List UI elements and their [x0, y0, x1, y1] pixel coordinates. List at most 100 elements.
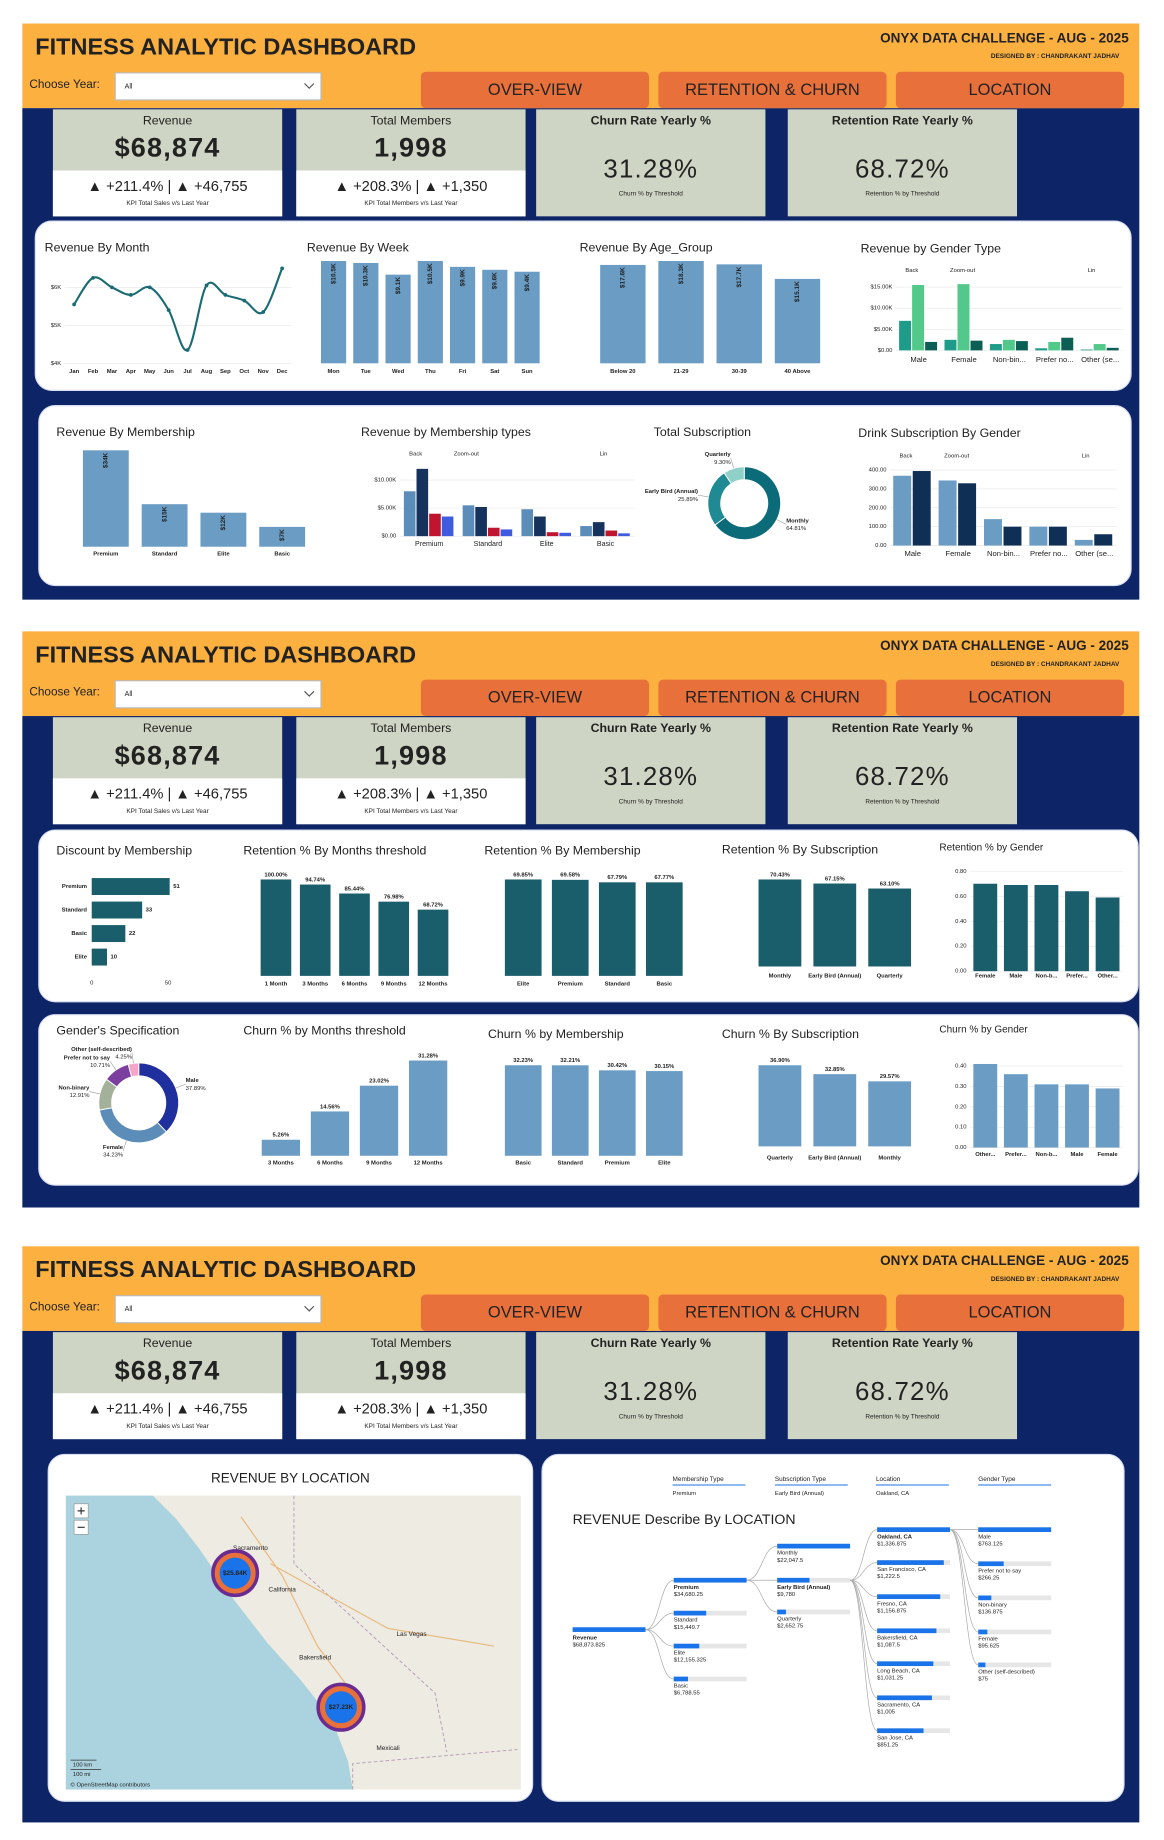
bar: [551, 1065, 589, 1156]
chart-control[interactable]: Zoom-out: [950, 268, 975, 274]
nav-tab[interactable]: [658, 679, 887, 717]
pie-value-label: 9.30%: [714, 460, 731, 466]
tree-track: [978, 1662, 1052, 1668]
tree-node-value: $1,336.875: [877, 1541, 907, 1547]
x-tick-label: Elite: [517, 982, 530, 988]
tree-bar[interactable]: [978, 1629, 988, 1635]
bar: [1029, 526, 1048, 546]
tree-bar[interactable]: [978, 1662, 986, 1668]
chart-control[interactable]: Lin: [1088, 268, 1096, 274]
bar: [1003, 1074, 1028, 1148]
chart-control[interactable]: Zoom-out: [454, 451, 479, 457]
bar: [592, 522, 605, 537]
chart-control[interactable]: Zoom-out: [944, 454, 969, 460]
tree-bar[interactable]: [877, 1628, 937, 1634]
kpi-change: ▲ +208.3% | ▲ +1,350: [334, 179, 487, 195]
tree-node-label: Early Bird (Annual): [777, 1585, 830, 1591]
tree-bar[interactable]: [777, 1609, 786, 1615]
y-tick-label: 200.00: [869, 505, 888, 511]
tree-bar[interactable]: [877, 1560, 944, 1565]
tree-bar[interactable]: [777, 1577, 810, 1583]
line-point: [128, 293, 133, 297]
x-tick-label: Male: [904, 549, 921, 558]
x-tick-label: Early Bird (Annual): [808, 973, 861, 979]
x-tick-label: Non-b...: [1036, 973, 1058, 979]
bar: [417, 261, 443, 364]
tree-bar[interactable]: [877, 1661, 934, 1667]
nav-tab[interactable]: [420, 679, 650, 717]
tree-bar[interactable]: [673, 1676, 688, 1682]
kpi-title: Total Members: [371, 1336, 452, 1350]
nav-tab[interactable]: [895, 679, 1125, 717]
line-point: [166, 308, 171, 313]
chart-title: Gender's Specification: [56, 1023, 179, 1037]
line-point: [242, 298, 247, 303]
tree-node-label: Sacramento, CA: [877, 1702, 920, 1708]
y-tick-label: Basic: [71, 931, 87, 937]
chart-title: Retention % by Gender: [939, 842, 1043, 853]
y-tick-label: 400.00: [869, 468, 888, 474]
nav-tab[interactable]: [420, 71, 650, 109]
tree-node-label: Monthly: [777, 1551, 798, 1557]
bar: [1003, 526, 1022, 546]
tree-bar[interactable]: [673, 1610, 707, 1616]
tree-bar[interactable]: [877, 1695, 932, 1701]
kpi-title: Total Members: [371, 113, 452, 127]
data-label: $9.1K: [395, 277, 402, 295]
pie-label: Non-binary: [59, 1086, 91, 1092]
tree-bar[interactable]: [877, 1594, 941, 1600]
tree-bar[interactable]: [673, 1643, 700, 1649]
chart-control[interactable]: Back: [905, 268, 918, 274]
map-road: [240, 1516, 494, 1694]
x-tick-label: Basic: [656, 982, 672, 988]
bar: [1093, 344, 1106, 351]
kpi-value: $68,874: [115, 132, 221, 162]
year-dropdown[interactable]: [114, 1295, 322, 1324]
nav-tab[interactable]: [658, 1294, 887, 1331]
bar: [321, 261, 347, 364]
nav-tab[interactable]: [658, 71, 887, 109]
chart-control[interactable]: Lin: [600, 451, 608, 457]
tree-connector: [645, 1629, 674, 1647]
year-dropdown[interactable]: [114, 680, 322, 709]
bar: [958, 483, 977, 546]
tree-bar[interactable]: [978, 1595, 992, 1601]
chart-control[interactable]: Back: [899, 454, 912, 460]
bar: [758, 879, 802, 967]
tree-node-value: $68,873.825: [573, 1642, 606, 1648]
y-tick-label: $5.00K: [874, 327, 893, 333]
data-label: 32.23%: [513, 1058, 534, 1064]
data-label: 94.74%: [305, 877, 326, 883]
data-label: 36.90%: [770, 1058, 791, 1064]
y-tick-label: 0.20: [955, 944, 967, 950]
data-label: $15.1K: [794, 281, 801, 302]
tree-bar[interactable]: [877, 1527, 951, 1533]
chart-control[interactable]: Back: [409, 451, 422, 457]
chart-control[interactable]: Lin: [1082, 454, 1090, 460]
tree-bar[interactable]: [978, 1561, 1004, 1567]
bar: [91, 901, 143, 919]
kpi-value: 31.28%: [603, 155, 698, 183]
y-tick-label: Elite: [75, 955, 88, 961]
data-label: 63.10%: [880, 881, 901, 887]
x-tick-label: 50: [165, 980, 172, 986]
tree-node-label: Female: [978, 1637, 998, 1643]
nav-tab[interactable]: [895, 1294, 1125, 1331]
tree-bar[interactable]: [877, 1728, 924, 1734]
bar: [1061, 337, 1074, 351]
kpi-card-footer: [296, 778, 526, 825]
nav-tab[interactable]: [420, 1294, 650, 1331]
line-point: [261, 310, 266, 314]
year-dropdown[interactable]: [114, 72, 322, 101]
tree-bar[interactable]: [978, 1527, 1052, 1533]
tree-bar[interactable]: [777, 1543, 851, 1549]
x-tick-label: 6 Months: [342, 982, 368, 988]
tree-bar[interactable]: [673, 1577, 747, 1583]
canvas: FITNESS ANALYTIC DASHBOARD ONYX DATA CHAL…: [22, 23, 1140, 1823]
bubble-label: $27.23K: [329, 1704, 354, 1711]
kpi-card: [536, 109, 766, 217]
data-label: 5.26%: [273, 1133, 290, 1139]
nav-tab[interactable]: [895, 71, 1125, 109]
pie-label: Prefer not to say: [64, 1055, 111, 1061]
data-label: 68.72%: [423, 902, 444, 908]
